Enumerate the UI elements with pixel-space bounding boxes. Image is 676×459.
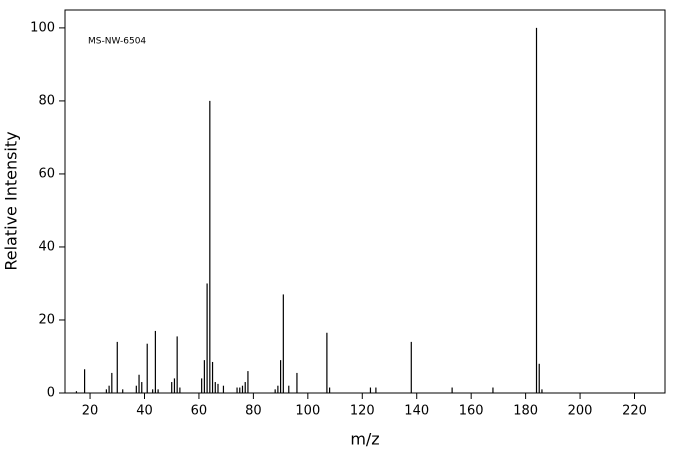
x-axis-label: m/z [350, 430, 379, 449]
x-tick-label: 20 [82, 404, 99, 419]
y-tick-label: 80 [38, 93, 55, 108]
y-tick-label: 40 [38, 239, 55, 254]
y-tick-label: 20 [38, 312, 55, 327]
x-tick-label: 160 [459, 404, 484, 419]
x-tick-label: 140 [404, 404, 429, 419]
x-tick-label: 180 [513, 404, 538, 419]
x-tick-label: 100 [295, 404, 320, 419]
y-tick-label: 100 [30, 20, 55, 35]
y-axis-label: Relative Intensity [2, 131, 21, 270]
y-tick-label: 0 [47, 386, 55, 401]
x-tick-label: 40 [136, 404, 153, 419]
x-tick-label: 200 [568, 404, 593, 419]
x-tick-label: 80 [245, 404, 262, 419]
x-tick-label: 120 [350, 404, 375, 419]
plot-frame [64, 9, 666, 394]
x-tick-label: 220 [622, 404, 647, 419]
y-tick-label: 60 [38, 166, 55, 181]
x-tick-label: 60 [191, 404, 208, 419]
annotation: MS-NW-6504 [88, 37, 146, 47]
